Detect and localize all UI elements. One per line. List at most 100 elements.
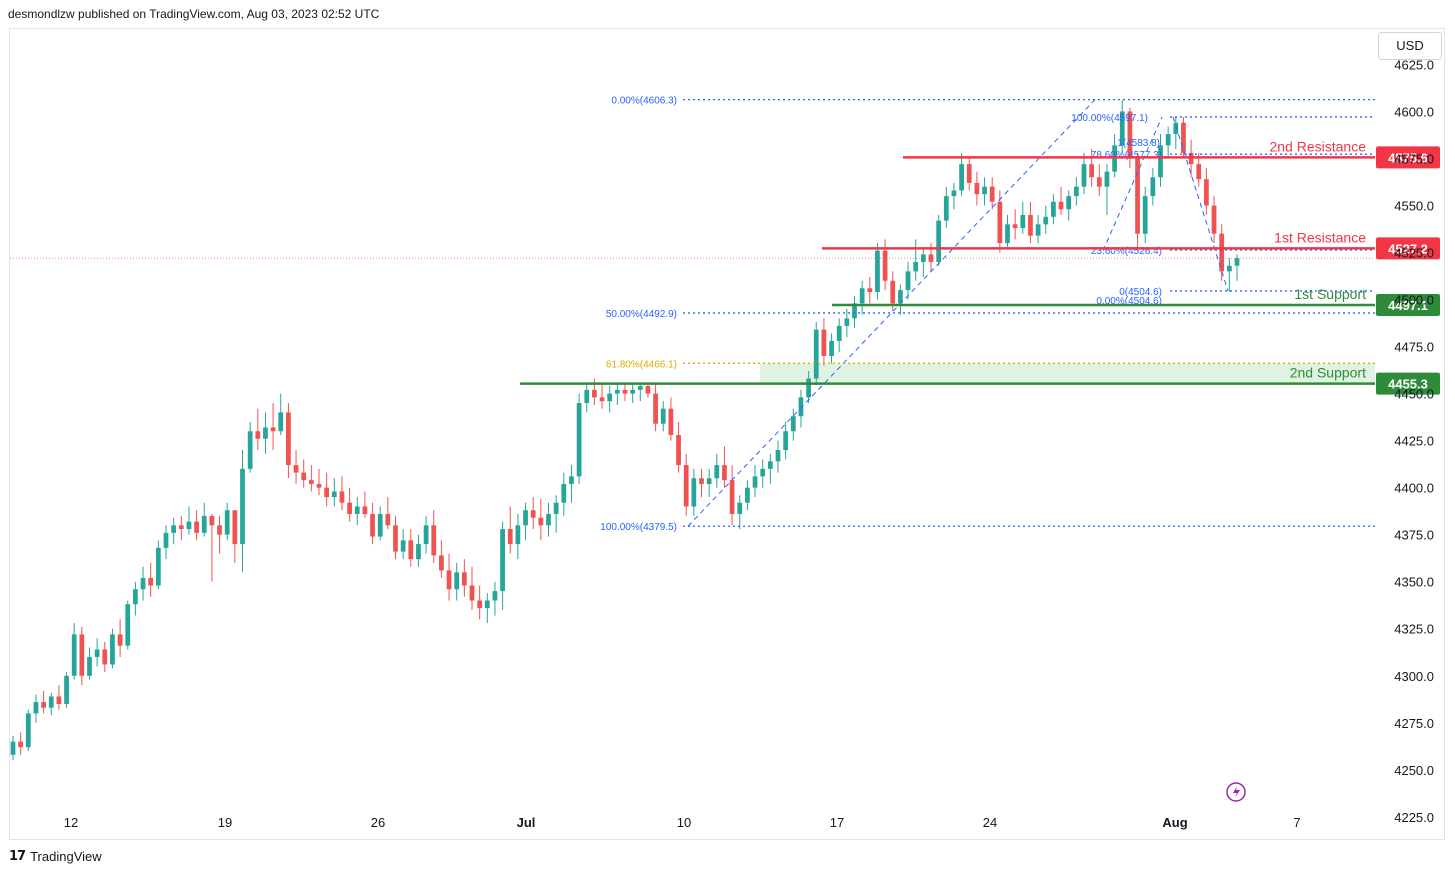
candle-body bbox=[607, 393, 613, 402]
candle-body bbox=[278, 412, 284, 432]
candle-body bbox=[1104, 171, 1110, 187]
candle-body bbox=[798, 397, 804, 417]
candle-body bbox=[186, 521, 192, 530]
price-tag-value: 4455.3 bbox=[1388, 377, 1428, 392]
candle-body bbox=[1127, 111, 1133, 159]
candle-body bbox=[783, 431, 789, 451]
candle-body bbox=[171, 525, 177, 533]
candle-body bbox=[1035, 224, 1041, 236]
candle-body bbox=[1066, 196, 1072, 210]
candle-body bbox=[1150, 177, 1156, 197]
resistance-label: 2nd Resistance bbox=[1269, 138, 1366, 154]
price-tag-value: 4497.1 bbox=[1388, 298, 1428, 313]
candle-body bbox=[1043, 216, 1049, 225]
candle-body bbox=[1020, 214, 1026, 229]
candle-body bbox=[569, 476, 574, 484]
candle-body bbox=[1096, 177, 1102, 187]
y-tick-label: 4625.0 bbox=[1394, 57, 1434, 72]
candle-body bbox=[247, 431, 253, 469]
fib-level-label: 1(4583.8) bbox=[1117, 138, 1160, 149]
candle-body bbox=[966, 164, 972, 183]
candle-body bbox=[875, 250, 880, 293]
x-tick-label: 24 bbox=[983, 815, 997, 830]
fib-level-label: 100.00%(4597.1) bbox=[1071, 113, 1148, 124]
candle-body bbox=[1196, 164, 1202, 180]
candle-body bbox=[56, 696, 62, 704]
candle-body bbox=[576, 403, 582, 477]
candle-body bbox=[301, 472, 307, 481]
x-tick-label: Aug bbox=[1162, 815, 1187, 830]
x-tick-label: Jul bbox=[517, 815, 536, 830]
candle-body bbox=[676, 435, 681, 466]
candle-body bbox=[745, 487, 750, 503]
candle-body bbox=[867, 288, 873, 293]
candle-body bbox=[752, 476, 758, 488]
price-tag bbox=[1376, 146, 1440, 169]
candle-body bbox=[286, 412, 291, 466]
candle-body bbox=[714, 465, 720, 479]
candle-body bbox=[507, 529, 513, 545]
candle-body bbox=[140, 577, 146, 590]
candle-body bbox=[87, 656, 92, 676]
candle-body bbox=[1173, 122, 1179, 135]
candle-body bbox=[630, 389, 636, 394]
price-tag bbox=[1376, 237, 1440, 260]
y-tick-label: 4500.0 bbox=[1394, 293, 1434, 308]
candle-body bbox=[178, 525, 184, 530]
y-tick-label: 4250.0 bbox=[1394, 763, 1434, 778]
candle-body bbox=[1142, 196, 1148, 234]
candle-body bbox=[614, 389, 620, 394]
candle-body bbox=[1058, 201, 1064, 210]
currency-button[interactable]: USD bbox=[1378, 32, 1442, 60]
lightning-bolt-icon bbox=[1233, 786, 1240, 798]
candle-body bbox=[393, 525, 398, 552]
candle-body bbox=[699, 478, 704, 484]
candle-body bbox=[515, 525, 521, 545]
candle-body bbox=[553, 502, 559, 514]
candle-body bbox=[951, 190, 957, 197]
candle-body bbox=[683, 465, 689, 507]
candle-body bbox=[959, 164, 964, 191]
candle-body bbox=[767, 461, 773, 469]
y-tick-label: 4400.0 bbox=[1394, 481, 1434, 496]
chart-frame bbox=[9, 28, 1445, 840]
fib-level-label: 0.00%(4606.3) bbox=[611, 96, 677, 107]
price-tag-value: 4527.2 bbox=[1388, 241, 1428, 256]
candle-body bbox=[1234, 258, 1240, 266]
fib-level-label: 0.00%(4504.6) bbox=[1096, 296, 1162, 307]
candle-body bbox=[737, 502, 743, 514]
candle-body bbox=[1012, 224, 1018, 229]
candle-body bbox=[859, 288, 865, 304]
candle-body bbox=[224, 510, 230, 535]
candle-body bbox=[882, 250, 888, 281]
candle-body bbox=[852, 303, 857, 319]
y-tick-label: 4225.0 bbox=[1394, 810, 1434, 825]
candle-body bbox=[370, 514, 375, 537]
candle-body bbox=[385, 514, 391, 526]
candle-body bbox=[94, 649, 100, 657]
y-tick-label: 4575.0 bbox=[1394, 152, 1434, 167]
candle-body bbox=[729, 480, 735, 514]
candle-body bbox=[1081, 164, 1087, 187]
candle-body bbox=[163, 532, 169, 548]
candle-body bbox=[905, 271, 911, 291]
lightning-icon bbox=[1226, 782, 1246, 802]
candle-body bbox=[492, 591, 498, 601]
candle-body bbox=[645, 386, 651, 394]
candle-body bbox=[898, 290, 903, 304]
candle-body bbox=[18, 741, 24, 748]
fib-level-label: 78.60%(4577.3) bbox=[1091, 150, 1162, 161]
candle-body bbox=[943, 196, 949, 221]
candle-body bbox=[997, 201, 1003, 244]
support-label: 2nd Support bbox=[1290, 365, 1366, 381]
support-label: 1st Support bbox=[1294, 286, 1366, 302]
x-tick-label: 17 bbox=[830, 815, 844, 830]
candle-body bbox=[829, 340, 834, 356]
candle-body bbox=[1219, 233, 1225, 272]
candle-body bbox=[102, 649, 108, 665]
candle-body bbox=[408, 540, 414, 560]
candle-body bbox=[255, 431, 261, 439]
candle-body bbox=[546, 514, 551, 526]
fib-level-label: 50.00%(4492.9) bbox=[606, 309, 677, 320]
